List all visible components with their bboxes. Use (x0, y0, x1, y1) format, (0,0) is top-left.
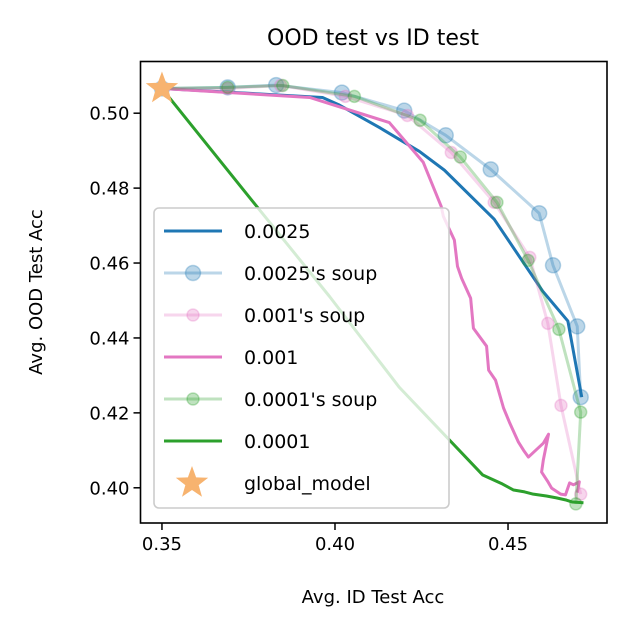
data-point-0-0025-s-soup (568, 318, 586, 335)
data-point-0-0025-s-soup (437, 127, 454, 144)
data-point-0-001-s-soup (541, 316, 555, 331)
series-0-0025 (161, 86, 584, 398)
data-point-0-0025-s-soup (267, 76, 285, 94)
data-point-0-0025-s-soup (482, 161, 499, 178)
data-point-0-0001-s-soup (573, 405, 588, 419)
chart-title: OOD test vs ID test (267, 26, 479, 51)
y-tick-label: 0.40 (89, 478, 129, 499)
legend-label: 0.0025's soup (244, 263, 377, 285)
data-point-0-0025-s-soup (572, 388, 589, 406)
global-model-star (145, 71, 179, 103)
legend-star-icon (175, 466, 209, 497)
legend-item-global-model: global_model (175, 466, 371, 497)
y-tick-label: 0.50 (89, 104, 129, 125)
data-point-0-001-s-soup (444, 145, 459, 160)
series-line-0-001-s-soup (161, 83, 583, 495)
series-line-0-0025-s-soup (161, 83, 583, 398)
legend-label: 0.001 (244, 347, 298, 369)
legend-marker-swatch (186, 308, 200, 322)
legend-item-0-0001: 0.0001 (164, 431, 310, 453)
data-point-0-0001-s-soup (552, 322, 566, 337)
y-tick-label: 0.46 (89, 254, 129, 275)
series-line-0-0001-s-soup (161, 83, 583, 504)
legend-marker-swatch (186, 392, 200, 406)
y-tick-label: 0.42 (89, 403, 129, 424)
legend-label: 0.001's soup (244, 305, 365, 327)
legend-item-0-001: 0.001 (164, 347, 298, 369)
data-point-0-001-s-soup (400, 108, 415, 123)
x-tick-label: 0.40 (315, 534, 355, 555)
legend-item-0-0001-s-soup: 0.0001's soup (164, 389, 377, 411)
data-point-0-0025-s-soup (395, 102, 413, 119)
data-point-0-001-s-soup (487, 195, 501, 210)
legend-item-0-0025: 0.0025 (164, 221, 310, 243)
data-point-0-0025-s-soup (544, 257, 562, 274)
data-point-0-0001-s-soup (413, 113, 427, 128)
data-point-0-0001-s-soup (275, 78, 290, 93)
legend-label: 0.0025 (244, 221, 310, 243)
data-point-0-0001-s-soup (220, 80, 235, 95)
axes-frame (139, 60, 608, 524)
legend-marker-swatch (184, 264, 202, 282)
data-point-0-0001-s-soup (347, 89, 362, 104)
data-point-0-001-s-soup (273, 78, 288, 93)
data-point-0-001-s-soup (554, 398, 568, 413)
y-tick-label: 0.44 (89, 328, 129, 349)
data-point-0-001-s-soup (523, 250, 537, 265)
legend-label: 0.0001's soup (244, 389, 377, 411)
legend-item-0-001-s-soup: 0.001's soup (164, 305, 365, 327)
data-point-0-001-s-soup (338, 89, 353, 104)
data-point-0-0025-s-soup (530, 204, 548, 222)
legend-label: 0.0001 (244, 431, 310, 453)
legend-box (153, 207, 450, 509)
legend-item-0-0025-s-soup: 0.0025's soup (164, 263, 377, 285)
x-tick-label: 0.35 (142, 534, 182, 555)
legend: 0.0025 0.0025's soup 0.001's soup 0.001 0.00… (153, 207, 450, 509)
series-0-001-s-soup (155, 78, 588, 501)
y-axis-label: Avg. OOD Test Acc (26, 209, 47, 375)
data-point-0-0001-s-soup (521, 253, 535, 268)
axes: 0.35 0.40 0.45 0.40 0.42 0.44 0.46 0.48 0.50 (89, 60, 608, 555)
series-line-0-0025 (161, 86, 584, 398)
x-axis-label: Avg. ID Test Acc (302, 587, 445, 608)
y-tick-label: 0.48 (89, 179, 129, 200)
x-tick-label: 0.45 (488, 534, 528, 555)
data-point-0-0001-s-soup (453, 150, 468, 164)
legend-label: global_model (244, 473, 371, 495)
data-point-0-0025-s-soup (333, 84, 351, 101)
data-point-0-0001-s-soup (490, 195, 504, 210)
